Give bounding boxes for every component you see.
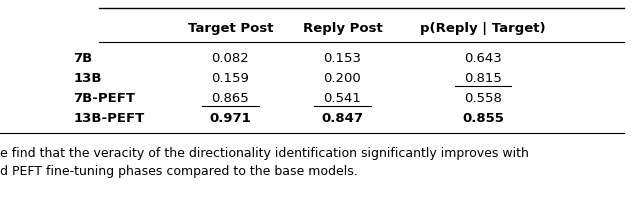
Text: Target Post: Target Post: [188, 22, 273, 35]
Text: 0.159: 0.159: [211, 72, 250, 85]
Text: 13B-PEFT: 13B-PEFT: [74, 112, 145, 125]
Text: 0.643: 0.643: [465, 52, 502, 65]
Text: 0.541: 0.541: [323, 92, 362, 105]
Text: 0.082: 0.082: [212, 52, 249, 65]
Text: 7B: 7B: [74, 52, 93, 65]
Text: 0.847: 0.847: [321, 112, 364, 125]
Text: e find that the veracity of the directionality identification significantly impr: e find that the veracity of the directio…: [0, 147, 529, 160]
Text: Reply Post: Reply Post: [303, 22, 382, 35]
Text: 0.558: 0.558: [464, 92, 502, 105]
Text: 0.971: 0.971: [209, 112, 252, 125]
Text: 0.865: 0.865: [212, 92, 249, 105]
Text: 13B: 13B: [74, 72, 102, 85]
Text: 0.815: 0.815: [464, 72, 502, 85]
Text: 0.855: 0.855: [462, 112, 504, 125]
Text: 0.200: 0.200: [324, 72, 361, 85]
Text: p(Reply | Target): p(Reply | Target): [420, 22, 546, 35]
Text: d PEFT fine-tuning phases compared to the base models.: d PEFT fine-tuning phases compared to th…: [0, 165, 358, 178]
Text: 7B-PEFT: 7B-PEFT: [74, 92, 136, 105]
Text: 0.153: 0.153: [323, 52, 362, 65]
